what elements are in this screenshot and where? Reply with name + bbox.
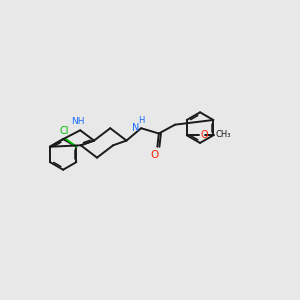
Text: O: O	[200, 130, 208, 140]
Text: CH₃: CH₃	[215, 130, 231, 139]
Text: NH: NH	[71, 117, 85, 126]
Text: Cl: Cl	[59, 127, 69, 136]
Text: O: O	[150, 150, 158, 160]
Text: N: N	[133, 123, 140, 133]
Text: H: H	[138, 116, 144, 125]
